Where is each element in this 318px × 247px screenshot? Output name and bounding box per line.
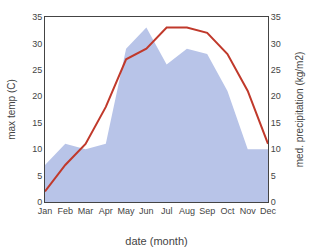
svg-text:15: 15 xyxy=(271,118,281,128)
svg-text:0: 0 xyxy=(271,197,276,207)
svg-text:10: 10 xyxy=(271,144,281,154)
svg-text:Jul: Jul xyxy=(161,206,173,216)
svg-text:Dec: Dec xyxy=(260,206,277,216)
svg-text:30: 30 xyxy=(271,39,281,49)
svg-text:35: 35 xyxy=(32,12,42,22)
svg-text:25: 25 xyxy=(32,65,42,75)
svg-text:Aug: Aug xyxy=(179,206,195,216)
svg-text:Feb: Feb xyxy=(58,206,74,216)
svg-text:Oct: Oct xyxy=(220,206,235,216)
svg-text:Jun: Jun xyxy=(139,206,154,216)
svg-text:date (month): date (month) xyxy=(125,235,187,247)
svg-text:5: 5 xyxy=(37,171,42,181)
svg-text:5: 5 xyxy=(271,171,276,181)
svg-text:30: 30 xyxy=(32,39,42,49)
svg-text:Mar: Mar xyxy=(78,206,94,216)
svg-text:35: 35 xyxy=(271,12,281,22)
svg-text:10: 10 xyxy=(32,144,42,154)
svg-text:25: 25 xyxy=(271,65,281,75)
svg-text:May: May xyxy=(118,206,136,216)
svg-text:Apr: Apr xyxy=(99,206,113,216)
svg-text:Sep: Sep xyxy=(199,206,215,216)
svg-text:Jan: Jan xyxy=(38,206,53,216)
svg-text:Nov: Nov xyxy=(240,206,257,216)
svg-text:20: 20 xyxy=(271,91,281,101)
svg-text:max temp (C): max temp (C) xyxy=(6,79,17,140)
svg-text:0: 0 xyxy=(37,197,42,207)
svg-text:med. precipitation (kg/m2): med. precipitation (kg/m2) xyxy=(294,52,305,168)
svg-text:15: 15 xyxy=(32,118,42,128)
svg-text:20: 20 xyxy=(32,91,42,101)
